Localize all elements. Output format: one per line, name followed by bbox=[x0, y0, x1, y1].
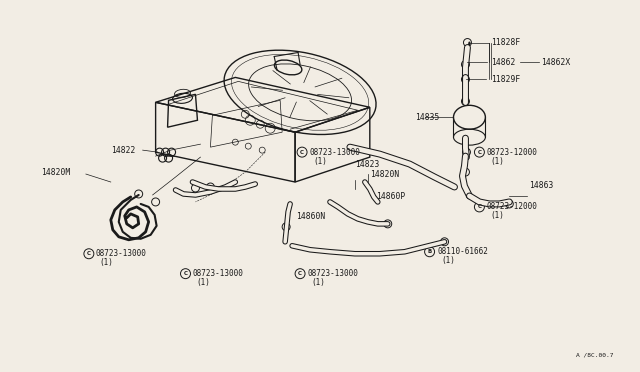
Text: 14820N: 14820N bbox=[370, 170, 399, 179]
Text: (1): (1) bbox=[100, 258, 114, 267]
Text: 08110-61662: 08110-61662 bbox=[438, 247, 488, 256]
Text: 14835: 14835 bbox=[415, 113, 439, 122]
Text: (1): (1) bbox=[490, 157, 504, 166]
Text: 14820M: 14820M bbox=[41, 167, 70, 177]
Text: C: C bbox=[184, 271, 188, 276]
Text: C: C bbox=[477, 150, 481, 155]
Text: 08723-13000: 08723-13000 bbox=[309, 148, 360, 157]
Text: (1): (1) bbox=[196, 278, 211, 287]
Text: 14862: 14862 bbox=[492, 58, 516, 67]
Text: 14860P: 14860P bbox=[376, 192, 405, 202]
Text: 14863: 14863 bbox=[529, 182, 554, 190]
Text: 08723-13000: 08723-13000 bbox=[307, 269, 358, 278]
Text: C: C bbox=[477, 205, 481, 209]
Text: 08723-12000: 08723-12000 bbox=[486, 202, 537, 211]
Text: (1): (1) bbox=[313, 157, 327, 166]
Text: 14823: 14823 bbox=[355, 160, 380, 169]
Text: 14860N: 14860N bbox=[296, 212, 325, 221]
Text: 14862X: 14862X bbox=[541, 58, 570, 67]
Text: C: C bbox=[87, 251, 91, 256]
Text: C: C bbox=[300, 150, 304, 155]
Text: 14822: 14822 bbox=[111, 145, 135, 155]
Text: A /8C.00.7: A /8C.00.7 bbox=[577, 352, 614, 357]
Text: 11829F: 11829F bbox=[492, 75, 520, 84]
Text: (1): (1) bbox=[311, 278, 325, 287]
Text: 11828F: 11828F bbox=[492, 38, 520, 47]
Text: (1): (1) bbox=[490, 211, 504, 220]
Text: 08723-13000: 08723-13000 bbox=[96, 249, 147, 258]
Text: 08723-12000: 08723-12000 bbox=[486, 148, 537, 157]
Text: C: C bbox=[298, 271, 302, 276]
Text: (1): (1) bbox=[442, 256, 456, 265]
Text: B: B bbox=[428, 249, 432, 254]
Text: 08723-13000: 08723-13000 bbox=[193, 269, 243, 278]
